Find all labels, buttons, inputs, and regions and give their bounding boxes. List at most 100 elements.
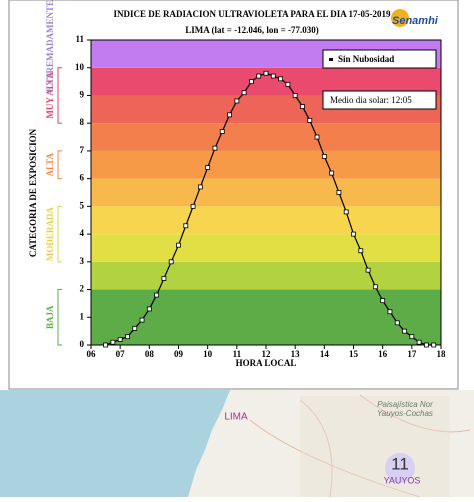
uv-point xyxy=(270,73,276,79)
uv-point xyxy=(285,81,291,87)
uv-point xyxy=(197,184,203,190)
y-tick-label: 5 xyxy=(80,200,85,210)
uv-point xyxy=(365,267,371,273)
uv-point xyxy=(103,342,108,348)
uv-point xyxy=(256,73,262,79)
map-reserve xyxy=(300,396,450,497)
annotation: Medio dia solar: 12:05 xyxy=(330,95,412,105)
uv-point xyxy=(110,339,116,345)
uv-point xyxy=(321,154,327,159)
category-label: ALTA xyxy=(45,153,55,177)
category-label: MUY ALTA xyxy=(45,72,55,119)
y-tick-label: 1 xyxy=(80,311,85,321)
map-label: YAUYOS xyxy=(384,475,421,485)
legend-label: Sin Nubosidad xyxy=(338,54,394,64)
uv-point xyxy=(394,320,400,326)
legend-box xyxy=(322,49,437,69)
x-axis-label: HORA LOCAL xyxy=(236,358,297,368)
uv-point xyxy=(212,145,218,151)
map-label: LIMA xyxy=(224,412,248,423)
uv-point xyxy=(307,118,313,123)
map-badge-value: 11 xyxy=(391,454,409,473)
uv-band xyxy=(91,234,441,262)
map-area-label: Paisajística Nor Yauyos-Cochas xyxy=(377,400,433,418)
category-label: BAJA xyxy=(45,305,55,329)
logo-text: Senamhi xyxy=(392,15,439,27)
chart-subtitle: LIMA (lat = -12.046, lon = -77.030) xyxy=(185,25,319,35)
uv-point xyxy=(190,203,196,209)
uv-point xyxy=(409,334,415,340)
uv-point xyxy=(292,93,298,98)
uv-point xyxy=(329,170,335,176)
uv-point xyxy=(146,306,152,312)
logo: Senamhi xyxy=(391,9,439,27)
uv-point xyxy=(219,129,225,134)
uv-point xyxy=(372,284,378,290)
uv-point xyxy=(351,231,356,237)
logo-sun xyxy=(391,9,409,27)
y-tick-label: 10 xyxy=(75,62,85,72)
uv-point xyxy=(314,134,320,140)
category-bracket xyxy=(57,67,62,124)
y-tick-label: 8 xyxy=(80,117,85,127)
uv-point xyxy=(161,276,167,281)
uv-point xyxy=(358,248,364,254)
y-tick-label: 4 xyxy=(80,228,85,238)
y-axis-label: CATEGORIA DE EXPOSICION xyxy=(28,128,38,257)
uv-band xyxy=(91,261,441,290)
annotation-box xyxy=(322,90,437,110)
uv-point xyxy=(227,112,232,118)
uv-point xyxy=(278,76,283,82)
uv-point xyxy=(431,342,437,348)
legend-marker xyxy=(329,58,333,61)
chart-title: INDICE DE RADIACION ULTRAVIOLETA PARA EL… xyxy=(114,9,391,19)
uv-point xyxy=(176,242,181,248)
uv-point xyxy=(234,98,240,104)
map xyxy=(0,390,474,498)
uv-point xyxy=(139,317,145,323)
x-tick-label: 11 xyxy=(233,349,242,359)
uv-point xyxy=(168,259,174,265)
x-tick-label: 17 xyxy=(407,349,417,359)
x-tick-label: 13 xyxy=(291,349,301,359)
y-tick-label: 11 xyxy=(75,34,84,44)
uv-point xyxy=(416,339,422,345)
category-bracket xyxy=(57,205,62,263)
uv-point xyxy=(154,292,160,298)
uv-point xyxy=(402,328,407,334)
x-tick-label: 07 xyxy=(116,349,126,359)
x-tick-label: 15 xyxy=(349,349,359,359)
uv-point xyxy=(241,90,247,96)
uv-point xyxy=(336,190,342,195)
x-tick-label: 12 xyxy=(262,349,272,359)
x-tick-label: 14 xyxy=(320,349,330,359)
map-sea xyxy=(0,390,230,497)
map-badge xyxy=(385,453,415,483)
uv-point xyxy=(117,337,123,342)
x-tick-label: 09 xyxy=(174,349,184,359)
x-tick-label: 16 xyxy=(378,349,388,359)
uv-band xyxy=(91,150,441,179)
map-roads xyxy=(249,394,471,498)
x-tick-label: 06 xyxy=(87,349,97,359)
y-tick-label: 3 xyxy=(80,256,85,266)
y-tick-label: 2 xyxy=(80,284,85,294)
x-tick-label: 18 xyxy=(437,349,447,359)
category-label: EXTREMADAMENTE xyxy=(45,0,55,92)
uv-band xyxy=(91,178,441,207)
uv-point xyxy=(125,334,130,340)
x-tick-label: 10 xyxy=(203,349,213,359)
uv-band xyxy=(91,206,441,235)
uv-point xyxy=(205,165,211,170)
category-bracket xyxy=(57,150,62,180)
map-area: Paisajística Nor Yauyos-Cochas xyxy=(377,400,433,418)
y-tick-label: 7 xyxy=(80,145,85,155)
y-tick-label: 6 xyxy=(80,173,85,183)
uv-point xyxy=(249,79,254,84)
y-tick-label: 0 xyxy=(80,339,85,349)
uv-point xyxy=(343,209,349,215)
uv-point xyxy=(132,325,138,331)
uv-line xyxy=(105,72,434,346)
uv-point xyxy=(380,298,386,304)
